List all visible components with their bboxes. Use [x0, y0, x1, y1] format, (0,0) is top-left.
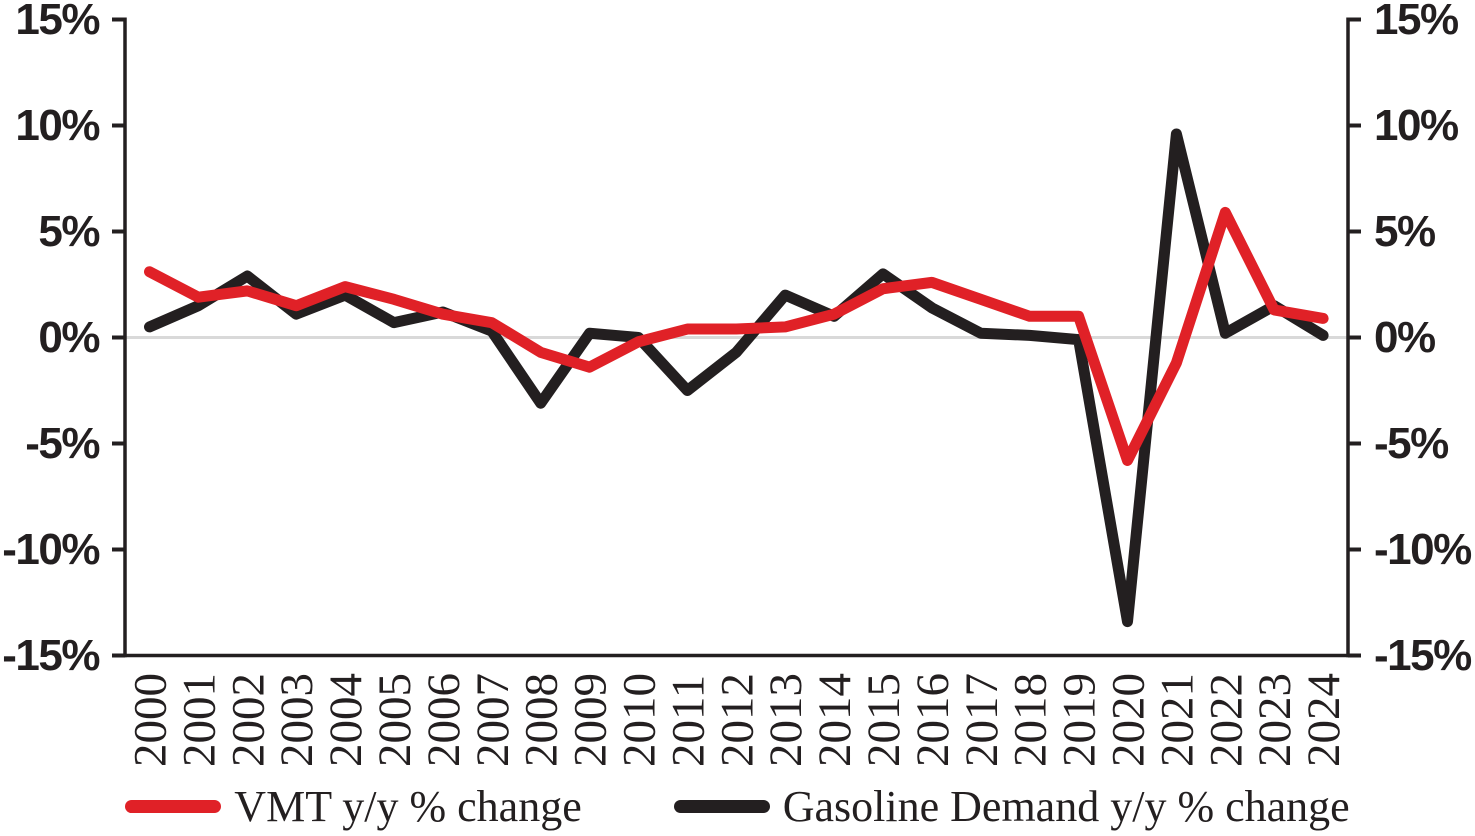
legend: VMT y/y % change Gasoline Demand y/y % c…: [0, 776, 1475, 836]
x-axis-label: 2009: [565, 673, 617, 767]
y-axis-label: -5%: [1374, 419, 1448, 468]
x-axis-label: 2000: [125, 673, 177, 767]
gasoline-legend-label: Gasoline Demand y/y % change: [782, 781, 1350, 831]
x-axis-label: 2014: [809, 673, 861, 767]
y-axis-label: -10%: [1374, 525, 1471, 574]
y-axis-label: -15%: [2, 631, 99, 680]
vmt-legend-swatch: [125, 799, 222, 813]
x-axis-label: 2017: [956, 673, 1008, 767]
x-axis-label: 2013: [760, 673, 812, 767]
x-axis-label: 2002: [222, 673, 274, 767]
y-axis-label: 10%: [15, 101, 99, 150]
x-axis-label: 2024: [1298, 673, 1350, 767]
x-axis-label: 2018: [1005, 673, 1057, 767]
x-axis-label: 2001: [173, 673, 225, 767]
gasoline-demand-line: [144, 128, 1329, 628]
data-series: [144, 128, 1329, 628]
y-axis-labels-left: 15% 10% 5% 0% -5% -10% -15%: [2, 0, 101, 680]
y-axis-label: -10%: [2, 525, 99, 574]
gasoline-legend-swatch: [673, 799, 770, 813]
y-axis-label: 15%: [1374, 0, 1458, 44]
legend-item-vmt: VMT y/y % change: [125, 781, 582, 832]
x-axis-label: 2019: [1054, 673, 1106, 767]
x-axis-label: 2020: [1103, 673, 1155, 767]
legend-item-gasoline: Gasoline Demand y/y % change: [673, 781, 1350, 832]
x-axis-label: 2008: [516, 673, 568, 767]
y-axis-label: 15%: [15, 0, 99, 44]
vmt-legend-label: VMT y/y % change: [234, 781, 582, 831]
x-axis-label: 2005: [369, 673, 421, 767]
x-axis-label: 2010: [614, 673, 666, 767]
y-axis-label: -5%: [25, 419, 99, 468]
axis-ticks: [112, 17, 1361, 658]
y-axis-label: 0%: [1374, 313, 1435, 362]
y-axis-label: 5%: [1374, 207, 1435, 256]
x-axis-label: 2003: [271, 673, 323, 767]
x-axis-label: 2004: [320, 673, 372, 767]
x-axis-labels: 2000200120022003200420052006200720082009…: [125, 673, 1351, 767]
y-axis-label: -15%: [1374, 631, 1471, 680]
y-axis-label: 10%: [1374, 101, 1458, 150]
x-axis-label: 2023: [1249, 673, 1301, 767]
x-axis-label: 2015: [858, 673, 910, 767]
y-axis-labels-right: 15% 10% 5% 0% -5% -10% -15%: [1374, 0, 1473, 680]
x-axis-label: 2011: [662, 675, 714, 767]
vmt-line: [144, 206, 1329, 466]
x-axis-label: 2016: [907, 673, 959, 767]
x-axis-label: 2012: [711, 673, 763, 767]
y-axis-label: 5%: [38, 207, 99, 256]
x-axis-label: 2007: [467, 673, 519, 767]
x-axis-label: 2022: [1200, 673, 1252, 767]
x-axis-label: 2021: [1151, 673, 1203, 767]
x-axis-label: 2006: [418, 673, 470, 767]
y-axis-label: 0%: [38, 313, 99, 362]
